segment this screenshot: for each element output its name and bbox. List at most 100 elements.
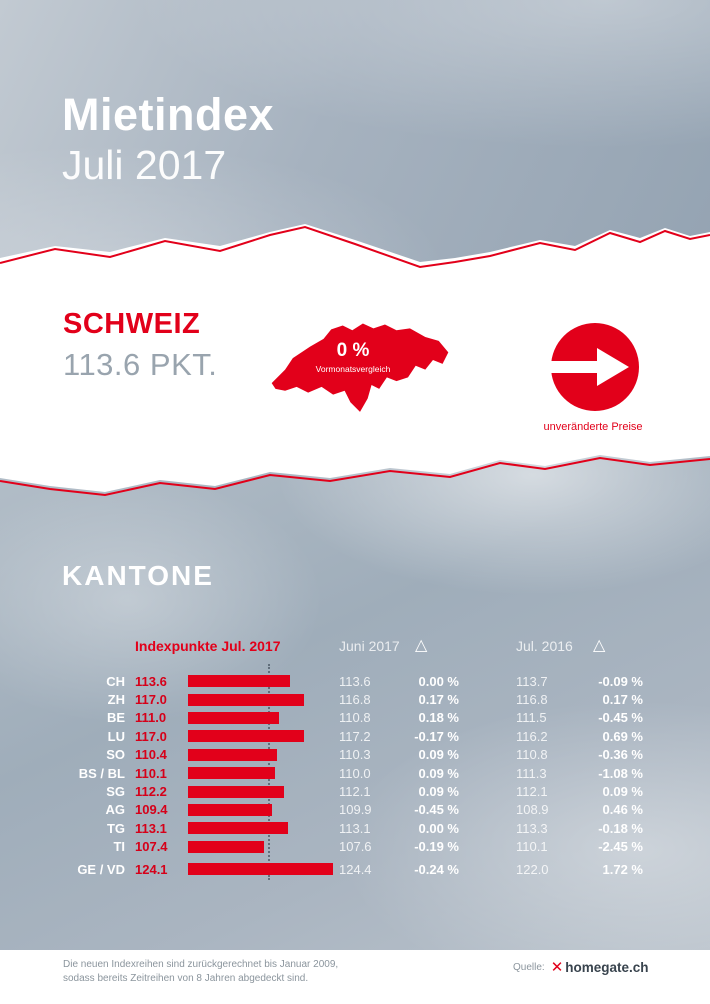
juni-delta: -0.45 %: [414, 802, 459, 818]
juni-value: 117.2: [339, 728, 371, 744]
bar-track: [188, 748, 335, 761]
jul2016-value: 113.3: [516, 820, 548, 836]
vormonat-value: 0 %: [336, 340, 370, 361]
juni-delta: 0.00 %: [418, 820, 459, 836]
page-subtitle: Juli 2017: [62, 142, 227, 188]
delta-icon: △: [415, 637, 428, 654]
juni-delta: 0.09 %: [418, 784, 459, 800]
footnote-line2: sodass bereits Zeitreihen von 8 Jahren a…: [63, 972, 309, 984]
schweiz-index-points: 113.6 PKT.: [63, 347, 218, 382]
table-row: TG 113.1 113.1 0.00 % 113.3 -0.18 %: [63, 819, 645, 837]
juni-value: 113.6: [339, 673, 371, 689]
switzerland-map: 0 % Vormonatsvergleich: [264, 298, 456, 424]
jul2016-value: 110.1: [516, 839, 548, 855]
bar-track: [188, 785, 335, 798]
jul2016-delta: 0.17 %: [602, 692, 643, 708]
juni-value: 110.0: [339, 765, 371, 781]
kantone-title: KANTONE: [62, 560, 214, 591]
kantone-table: Indexpunkte Jul. 2017 Juni 2017 △ Jul. 2…: [63, 632, 645, 880]
juni-delta: 0.00 %: [418, 673, 459, 689]
table-row: TI 107.4 107.6 -0.19 % 110.1 -2.45 %: [63, 838, 645, 856]
index-value: 110.1: [135, 765, 167, 781]
index-value: 109.4: [135, 802, 168, 818]
canton-label: SG: [106, 784, 125, 800]
jul2016-value: 108.9: [516, 802, 549, 818]
index-value: 117.0: [135, 692, 167, 708]
bottom-ridge-divider: [0, 450, 710, 497]
jul2016-value: 122.0: [516, 861, 549, 877]
canton-label: LU: [107, 728, 125, 744]
jul2016-value: 111.5: [516, 710, 547, 726]
bar-track: [188, 693, 335, 706]
index-value: 117.0: [135, 728, 167, 744]
bar-track: [188, 767, 335, 780]
footer: Die neuen Indexreihen sind zurückgerechn…: [0, 950, 710, 1004]
index-bar: [188, 840, 265, 853]
canton-label: SO: [106, 747, 125, 763]
juni-delta: -0.19 %: [414, 839, 459, 855]
jul2016-value: 116.2: [516, 728, 548, 744]
index-bar: [188, 711, 280, 724]
juni-value: 109.9: [339, 802, 372, 818]
table-row: BE 111.0 110.8 0.18 % 111.5 -0.45 %: [63, 709, 645, 727]
source: Quelle: ✕ homegate.ch: [513, 960, 649, 975]
juni-delta: 0.09 %: [418, 765, 459, 781]
schweiz-label: SCHWEIZ: [63, 308, 201, 340]
trend-caption: unveränderte Preise: [543, 421, 643, 433]
juni-value: 124.4: [339, 861, 372, 877]
table-row: SO 110.4 110.3 0.09 % 110.8 -0.36 %: [63, 746, 645, 764]
index-bar: [188, 675, 290, 688]
jul2016-value: 112.1: [516, 784, 548, 800]
bottom-background: [0, 450, 710, 950]
jul2016-value: 113.7: [516, 673, 548, 689]
bar-track: [188, 675, 335, 688]
index-bar: [188, 730, 304, 743]
canton-label: GE / VD: [77, 861, 125, 877]
index-value: 107.4: [135, 839, 168, 855]
top-ridge-divider: [0, 224, 710, 303]
canton-label: TI: [113, 839, 125, 855]
table-row: BS / BL 110.1 110.0 0.09 % 111.3 -1.08 %: [63, 764, 645, 782]
switzerland-map-icon: [271, 323, 449, 412]
table-row: LU 117.0 117.2 -0.17 % 116.2 0.69 %: [63, 727, 645, 745]
bar-track: [188, 863, 335, 876]
bar-track: [188, 840, 335, 853]
canton-label: TG: [106, 820, 125, 836]
index-bar: [188, 767, 276, 780]
juni-value: 116.8: [339, 692, 371, 708]
table-row: SG 112.2 112.1 0.09 % 112.1 0.09 %: [63, 782, 645, 800]
index-bar: [188, 822, 288, 835]
col-jul-2016: Jul. 2016: [516, 638, 573, 654]
jul2016-delta: 0.09 %: [602, 784, 643, 800]
juni-value: 107.6: [339, 839, 372, 855]
canton-label: ZH: [107, 692, 125, 708]
source-name: homegate.ch: [565, 960, 649, 975]
canton-label: AG: [105, 802, 126, 818]
vormonat-caption: Vormonatsvergleich: [315, 364, 391, 374]
jul2016-delta: -1.08 %: [598, 765, 643, 781]
index-value: 113.1: [135, 820, 167, 836]
index-value: 112.2: [135, 784, 167, 800]
juni-value: 110.8: [339, 710, 371, 726]
juni-delta: 0.17 %: [418, 692, 459, 708]
jul2016-delta: -0.09 %: [598, 673, 643, 689]
index-value: 124.1: [135, 861, 168, 877]
canton-label: BS / BL: [78, 765, 125, 781]
juni-value: 113.1: [339, 820, 371, 836]
right-arrow-icon: [547, 323, 639, 411]
canton-label: CH: [106, 673, 125, 689]
trend-indicator: [545, 322, 641, 414]
index-bar: [188, 785, 285, 798]
jul2016-delta: -0.36 %: [598, 747, 643, 763]
footnote: Die neuen Indexreihen sind zurückgerechn…: [63, 958, 338, 985]
bar-track: [188, 730, 335, 743]
jul2016-delta: 0.46 %: [602, 802, 643, 818]
jul2016-delta: 0.69 %: [602, 728, 643, 744]
index-bar: [188, 863, 334, 876]
index-value: 113.6: [135, 673, 167, 689]
jul2016-delta: -2.45 %: [598, 839, 643, 855]
col-indexpunkte: Indexpunkte Jul. 2017: [135, 638, 281, 654]
jul2016-delta: -0.18 %: [598, 820, 643, 836]
bar-track: [188, 711, 335, 724]
jul2016-delta: 1.72 %: [602, 861, 643, 877]
